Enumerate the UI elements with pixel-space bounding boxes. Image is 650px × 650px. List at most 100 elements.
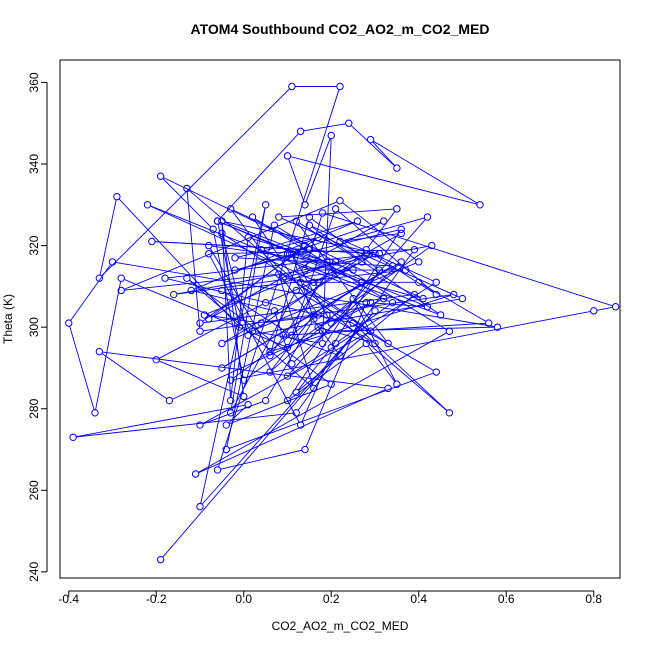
- data-point: [384, 384, 392, 393]
- series-line-segment: [367, 345, 396, 382]
- data-point: [349, 266, 357, 274]
- data-point: [283, 250, 292, 258]
- series-line-segment: [271, 317, 313, 370]
- data-point: [292, 409, 300, 417]
- data-point: [117, 286, 125, 295]
- data-point: [353, 217, 362, 225]
- series-line-segment: [264, 250, 438, 315]
- chart-title: ATOM4 Southbound CO2_AO2_m_CO2_MED: [191, 21, 490, 37]
- data-point: [375, 266, 384, 274]
- data-point: [493, 323, 502, 331]
- data-point: [91, 409, 99, 417]
- series-line-segment: [220, 221, 425, 306]
- data-point: [423, 303, 432, 311]
- data-point: [423, 213, 432, 221]
- data-point: [266, 368, 274, 376]
- series-line-segment: [200, 207, 266, 504]
- data-point: [292, 286, 300, 295]
- data-point: [318, 327, 327, 335]
- data-point: [362, 245, 370, 254]
- data-point: [318, 209, 327, 217]
- data-point: [590, 307, 598, 315]
- series-line-segment: [186, 191, 201, 329]
- series-line-segment: [305, 305, 366, 447]
- data-point: [196, 502, 204, 511]
- data-point: [314, 311, 322, 319]
- data-point: [279, 274, 287, 282]
- data-point: [301, 445, 309, 454]
- data-point: [323, 258, 331, 266]
- series-line-segment: [288, 158, 305, 202]
- data-point: [432, 290, 440, 299]
- data-point: [205, 250, 213, 258]
- data-point: [445, 327, 454, 335]
- data-point: [213, 217, 222, 225]
- series-line-segment: [298, 222, 360, 261]
- data-series: [65, 82, 620, 564]
- series-line-segment: [322, 138, 332, 341]
- series-line-segment: [270, 219, 309, 353]
- series-line-segment: [101, 88, 290, 277]
- data-point: [310, 315, 318, 323]
- series-line-segment: [189, 279, 329, 383]
- data-point: [450, 290, 458, 299]
- series-line-segment: [76, 404, 246, 438]
- x-tick-label: -0.2: [146, 592, 167, 606]
- data-point: [248, 327, 257, 335]
- series-line-segment: [372, 141, 396, 167]
- data-point: [485, 319, 493, 327]
- data-point: [69, 433, 77, 441]
- data-point: [336, 352, 344, 360]
- data-point: [445, 409, 454, 417]
- data-point: [218, 229, 226, 238]
- data-point: [261, 201, 270, 209]
- y-tick-label: 360: [27, 72, 41, 92]
- series-line-segment: [69, 326, 95, 410]
- series-line-segment: [95, 281, 122, 410]
- data-point: [222, 445, 230, 454]
- data-point: [165, 396, 174, 405]
- data-point: [305, 221, 314, 229]
- data-point: [113, 192, 121, 201]
- data-point: [301, 241, 309, 250]
- series-line-segment: [281, 208, 394, 218]
- data-point: [436, 311, 445, 319]
- x-tick-label: 0.2: [323, 592, 340, 606]
- data-point: [415, 278, 423, 286]
- series-line-segment: [311, 218, 378, 269]
- data-point: [397, 229, 405, 238]
- data-point: [292, 217, 300, 225]
- series-line-segment: [367, 211, 396, 248]
- data-point: [362, 298, 370, 307]
- data-point: [170, 290, 178, 299]
- data-point: [362, 250, 370, 258]
- data-point: [310, 384, 318, 393]
- series-line-segment: [221, 224, 231, 398]
- data-point: [318, 339, 327, 348]
- series-line-segment: [297, 223, 387, 342]
- data-point: [218, 286, 226, 295]
- data-point: [231, 254, 239, 262]
- series-line-segment: [332, 272, 379, 346]
- data-point: [366, 135, 375, 144]
- data-point: [205, 315, 213, 323]
- series-line-segment: [217, 224, 240, 325]
- data-point: [191, 470, 200, 478]
- series-line-segment: [224, 221, 377, 254]
- data-point: [266, 352, 274, 360]
- series-line-segment: [281, 217, 460, 298]
- data-point: [283, 343, 292, 352]
- series-line-segment: [168, 253, 377, 279]
- series-line-segment: [342, 217, 425, 242]
- data-point: [257, 245, 265, 254]
- series-line-segment: [333, 299, 382, 323]
- series-line-segment: [264, 314, 324, 324]
- data-point: [345, 119, 353, 127]
- series-line-segment: [290, 254, 360, 282]
- series-line-segment: [229, 385, 329, 425]
- data-point: [305, 245, 314, 254]
- y-tick-label: 240: [27, 562, 41, 582]
- series-line-segment: [124, 279, 285, 347]
- data-point: [244, 400, 252, 409]
- data-point: [226, 376, 235, 384]
